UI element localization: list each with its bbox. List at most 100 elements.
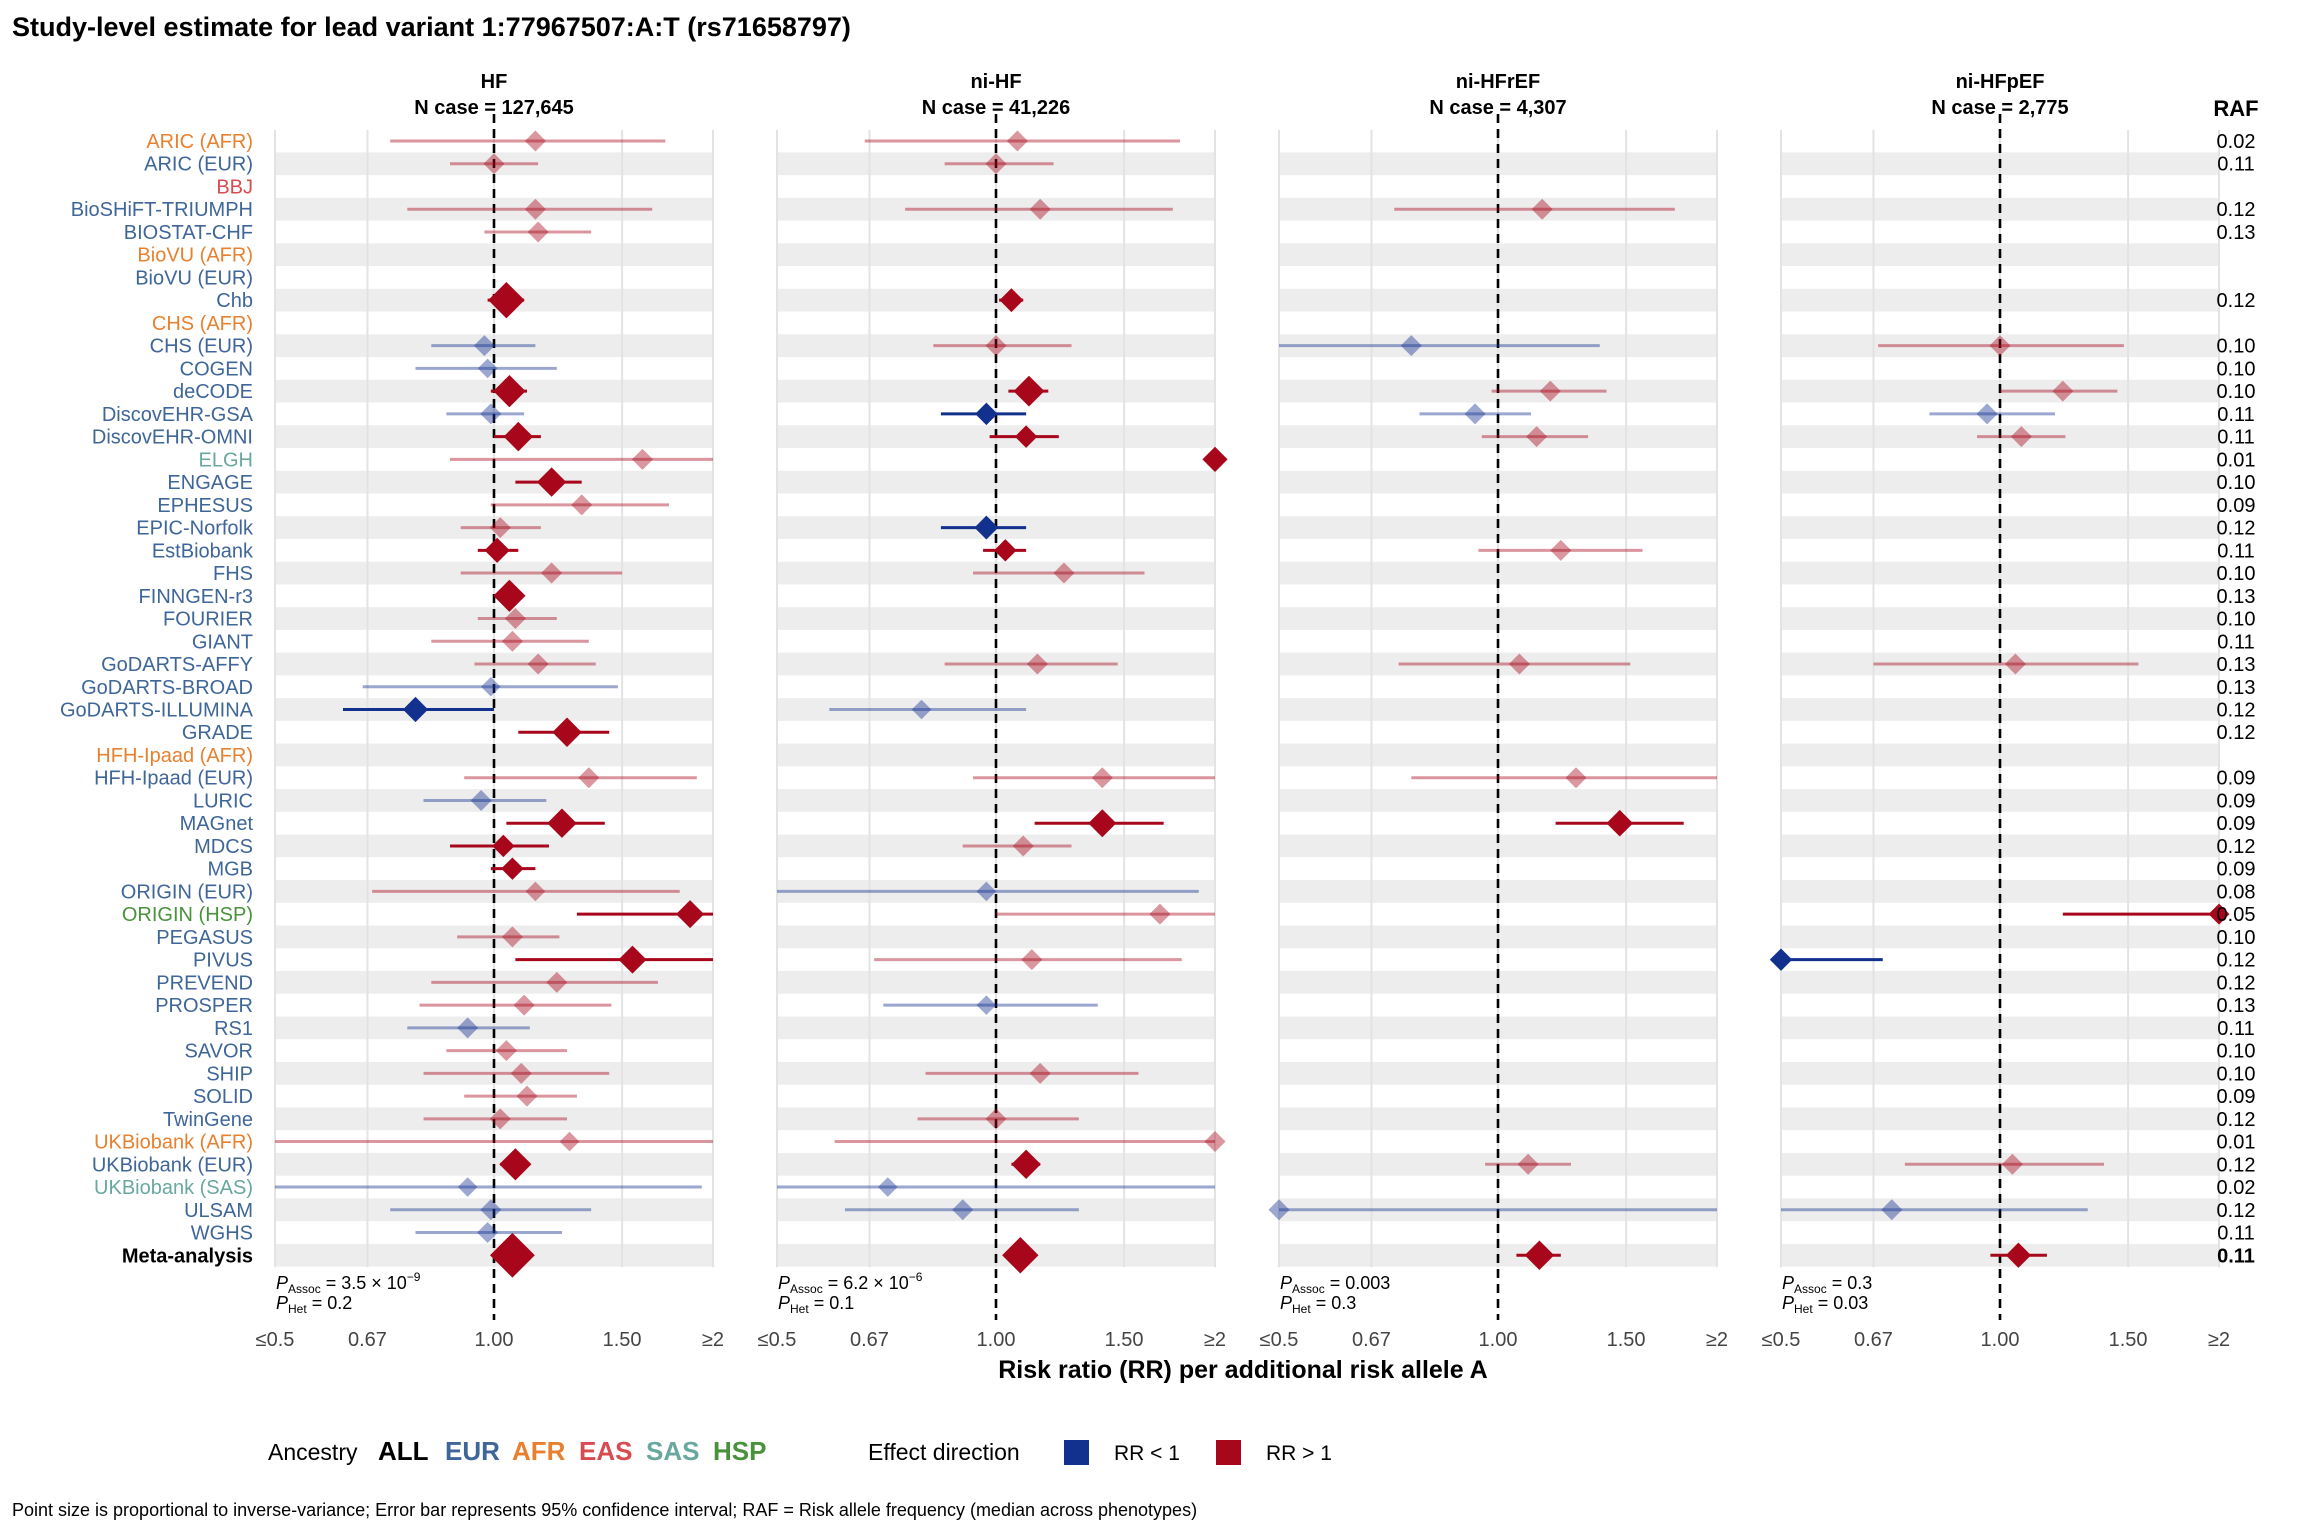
point-estimate: [1989, 335, 2011, 357]
raf-value: 0.12: [2217, 722, 2256, 744]
point-estimate: [2208, 903, 2230, 925]
raf-value: 0.12: [2217, 199, 2256, 221]
p-assoc: PAssoc = 6.2 × 10−6: [778, 1270, 923, 1296]
point-estimate: [1021, 949, 1043, 971]
panel-n-case: N case = 127,645: [414, 97, 574, 119]
study-labels: ARIC (AFR)ARIC (EUR)BBJBioSHiFT-TRIUMPHB…: [60, 131, 254, 1267]
panel-title: ni-HF: [970, 71, 1021, 93]
point-estimate: [1204, 1131, 1226, 1153]
legend-effect-title: Effect direction: [868, 1439, 1020, 1465]
point-estimate: [473, 335, 495, 357]
study-label: GoDARTS-ILLUMINA: [60, 700, 254, 722]
point-estimate: [1013, 375, 1045, 407]
x-tick-label: 1.50: [2109, 1329, 2148, 1351]
point-estimate: [489, 1108, 511, 1130]
x-tick-label: ≤0.5: [1260, 1329, 1299, 1351]
legend-ancestry-title: Ancestry: [268, 1439, 358, 1465]
study-label: GIANT: [192, 631, 253, 653]
raf-value: 0.11: [2217, 427, 2254, 449]
study-label: FHS: [213, 563, 253, 585]
legend-ancestry-item: SAS: [646, 1436, 699, 1466]
p-assoc: PAssoc = 0.3: [1782, 1273, 1872, 1296]
x-tick-label: ≥2: [1204, 1329, 1226, 1351]
raf-value: 0.10: [2217, 927, 2256, 949]
point-estimate: [1517, 1153, 1539, 1175]
panel-n-case: N case = 41,226: [922, 97, 1070, 119]
raf-value: 0.10: [2217, 381, 2256, 403]
raf-header: RAF: [2213, 96, 2258, 121]
point-estimate: [2004, 653, 2026, 675]
point-estimate: [976, 995, 997, 1015]
study-label: FOURIER: [163, 609, 253, 631]
point-estimate: [1002, 1237, 1039, 1274]
point-estimate: [1029, 198, 1051, 220]
study-label: HFH-Ipaad (AFR): [96, 745, 253, 767]
raf-value: 0.10: [2217, 1041, 2256, 1063]
x-tick-label: 1.50: [603, 1329, 642, 1351]
point-estimate: [1881, 1199, 1903, 1221]
p-het: PHet = 0.2: [276, 1293, 352, 1316]
point-estimate: [501, 857, 524, 880]
point-estimate: [488, 281, 525, 319]
p-het: PHet = 0.03: [1782, 1293, 1868, 1316]
raf-value: 0.12: [2217, 1154, 2256, 1176]
x-tick-label: ≤0.5: [256, 1329, 295, 1351]
point-estimate: [477, 358, 498, 379]
study-label: RS1: [214, 1018, 253, 1040]
raf-value: 0.12: [2217, 290, 2256, 312]
x-tick-label: 0.67: [1854, 1329, 1893, 1351]
x-tick-label: 1.00: [475, 1329, 514, 1351]
raf-value: 0.11: [2217, 1245, 2255, 1267]
study-label: PIVUS: [193, 950, 253, 972]
raf-value: 0.11: [2217, 540, 2254, 562]
point-estimate: [1769, 948, 1793, 971]
point-estimate: [999, 288, 1024, 313]
study-label: BioSHiFT-TRIUMPH: [71, 199, 253, 221]
panel-title: ni-HFpEF: [1956, 71, 2045, 93]
x-tick-label: ≤0.5: [758, 1329, 797, 1351]
study-label: MAGnet: [180, 813, 254, 835]
x-tick-label: ≤0.5: [1762, 1329, 1801, 1351]
point-estimate: [484, 537, 510, 563]
point-estimate: [1524, 1240, 1555, 1270]
point-estimate: [985, 335, 1007, 357]
x-tick-label: 1.50: [1607, 1329, 1646, 1351]
study-label: ARIC (AFR): [146, 131, 253, 153]
study-label: BioVU (EUR): [135, 267, 253, 289]
study-label: PEGASUS: [156, 927, 253, 949]
point-estimate: [1149, 903, 1171, 925]
raf-value: 0.11: [2217, 404, 2254, 426]
study-label: UKBiobank (AFR): [94, 1132, 253, 1154]
study-label: PREVEND: [156, 972, 253, 994]
study-label: ARIC (EUR): [144, 154, 253, 176]
point-estimate: [976, 881, 997, 902]
raf-value: 0.11: [2217, 1018, 2254, 1040]
point-estimate: [994, 539, 1017, 562]
panel-n-case: N case = 2,775: [1931, 97, 2068, 119]
raf-value: 0.01: [2217, 449, 2256, 471]
study-label: EPIC-Norfolk: [136, 518, 254, 540]
point-estimate: [877, 1177, 898, 1197]
point-estimate: [1976, 403, 1998, 425]
x-tick-label: ≥2: [1706, 1329, 1728, 1351]
study-label: FINNGEN-r3: [139, 586, 253, 608]
raf-value: 0.12: [2217, 950, 2256, 972]
x-tick-label: 1.00: [977, 1329, 1016, 1351]
point-estimate: [1539, 380, 1561, 402]
x-tick-label: 0.67: [348, 1329, 387, 1351]
raf-value: 0.05: [2217, 904, 2256, 926]
raf-value: 0.13: [2217, 654, 2256, 676]
p-het: PHet = 0.3: [1280, 1293, 1356, 1316]
point-estimate: [1508, 653, 1530, 675]
point-estimate: [952, 1199, 974, 1221]
point-estimate: [481, 676, 501, 697]
legend-ancestry-item: ALL: [378, 1436, 429, 1466]
point-estimate: [495, 1040, 517, 1062]
raf-value: 0.08: [2217, 881, 2256, 903]
study-label: ENGAGE: [167, 472, 253, 494]
study-label: UKBiobank (SAS): [94, 1177, 253, 1199]
point-estimate: [552, 717, 582, 747]
panel-title: HF: [481, 71, 508, 93]
raf-value: 0.09: [2217, 859, 2256, 881]
